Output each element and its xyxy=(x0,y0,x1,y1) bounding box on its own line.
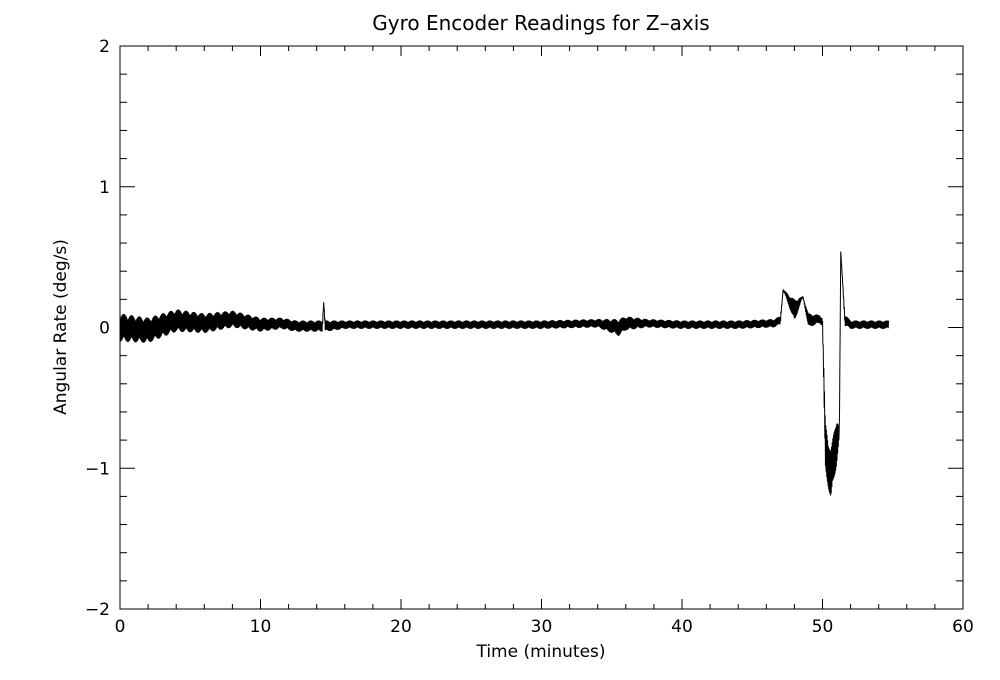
series-line xyxy=(119,251,890,496)
x-ticks xyxy=(119,46,964,609)
y-ticks xyxy=(120,45,963,610)
data-series xyxy=(119,251,890,496)
x-axis-label: Time (minutes) xyxy=(475,642,605,662)
x-tick-label: 0 xyxy=(115,617,126,637)
x-tick-label: 30 xyxy=(531,617,553,637)
x-tick-label: 60 xyxy=(952,617,974,637)
y-tick-label: −1 xyxy=(85,459,110,479)
chart-title: Gyro Encoder Readings for Z–axis xyxy=(372,11,709,35)
x-tick-label: 10 xyxy=(250,617,272,637)
x-tick-label: 50 xyxy=(812,617,834,637)
y-tick-label: 2 xyxy=(99,37,110,57)
y-tick-labels: −2 −1 0 1 2 xyxy=(85,37,110,620)
y-axis-label: Angular Rate (deg/s) xyxy=(51,239,71,415)
x-tick-label: 20 xyxy=(390,617,412,637)
y-tick-label: 1 xyxy=(99,178,110,198)
x-tick-labels: 0 10 20 30 40 50 60 xyxy=(115,617,974,637)
y-tick-label: −2 xyxy=(85,600,110,620)
x-tick-label: 40 xyxy=(671,617,693,637)
y-tick-label: 0 xyxy=(99,319,110,339)
